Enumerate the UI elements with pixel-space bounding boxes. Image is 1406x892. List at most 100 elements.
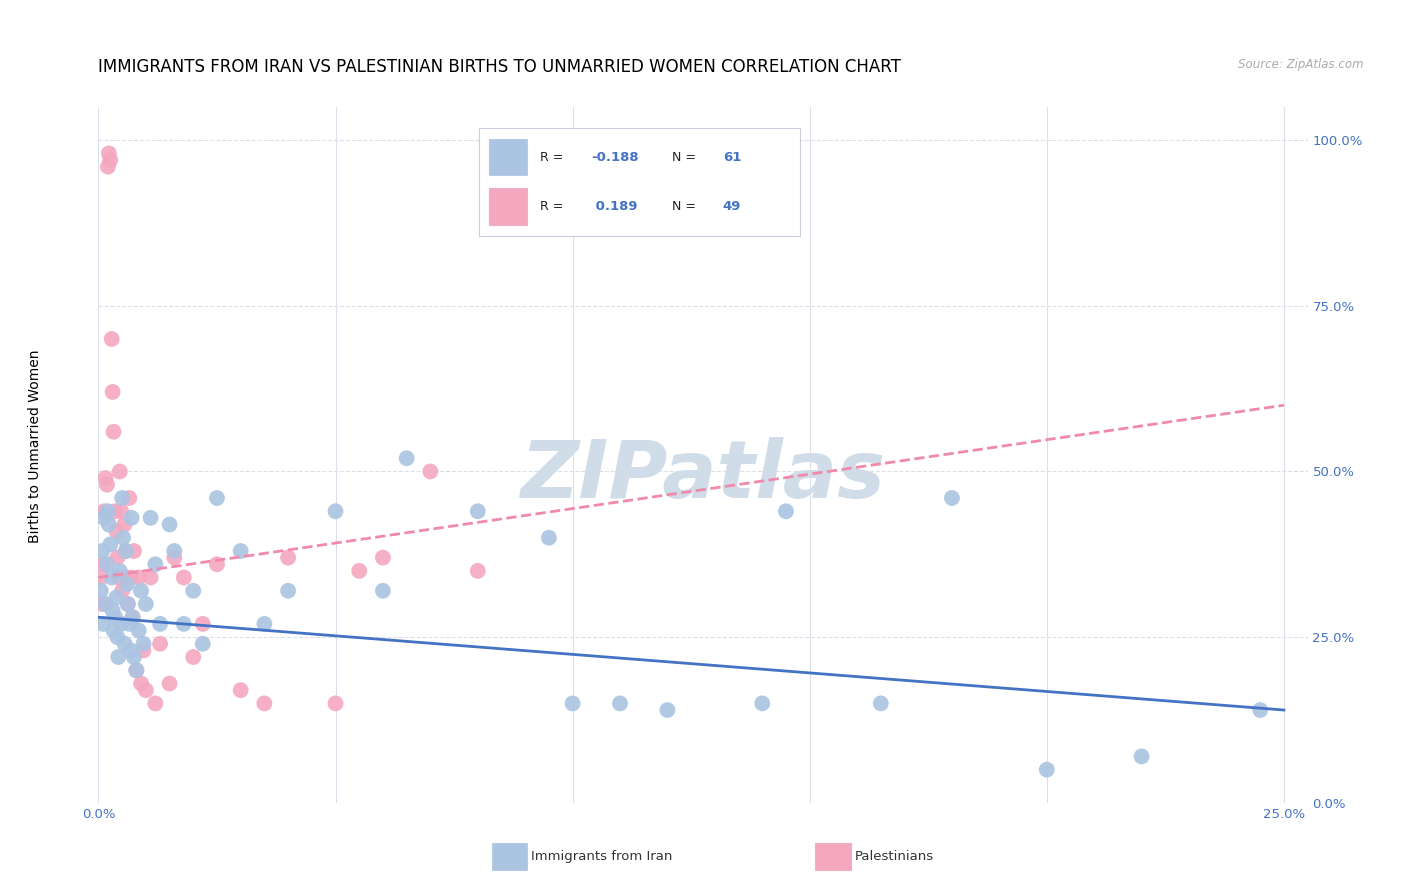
Point: [101, 384, 124, 399]
Point: [103, 624, 125, 638]
Point: [371, 550, 394, 565]
Point: [325, 504, 347, 518]
Point: [395, 451, 418, 466]
Point: [100, 332, 122, 346]
Point: [253, 697, 276, 711]
Point: [229, 544, 252, 558]
Point: [1130, 749, 1153, 764]
Point: [561, 697, 583, 711]
Point: [98, 537, 121, 551]
Point: [96, 477, 118, 491]
Point: [117, 597, 139, 611]
Point: [108, 465, 131, 479]
Point: [105, 630, 128, 644]
Point: [105, 591, 128, 605]
Point: [1249, 703, 1271, 717]
Point: [107, 650, 129, 665]
Point: [94, 597, 117, 611]
Point: [100, 570, 122, 584]
Point: [775, 504, 797, 518]
Text: IMMIGRANTS FROM IRAN VS PALESTINIAN BIRTHS TO UNMARRIED WOMEN CORRELATION CHART: IMMIGRANTS FROM IRAN VS PALESTINIAN BIRT…: [98, 58, 901, 76]
Point: [129, 676, 152, 690]
Point: [111, 491, 134, 505]
Point: [105, 524, 128, 538]
Point: [115, 544, 138, 558]
Point: [110, 504, 132, 518]
Point: [139, 511, 162, 525]
Point: [277, 583, 299, 598]
Point: [97, 504, 120, 518]
Point: [97, 517, 120, 532]
Point: [104, 610, 127, 624]
Point: [229, 683, 252, 698]
Point: [114, 517, 136, 532]
Point: [253, 616, 276, 631]
Point: [108, 564, 131, 578]
Point: [149, 637, 172, 651]
Point: [121, 610, 143, 624]
Point: [125, 663, 148, 677]
Point: [91, 558, 114, 572]
Point: [467, 564, 489, 578]
Point: [325, 697, 347, 711]
Point: [93, 504, 115, 518]
Point: [115, 577, 138, 591]
Point: [125, 663, 148, 677]
Point: [205, 558, 228, 572]
Point: [110, 616, 132, 631]
Point: [97, 146, 120, 161]
Point: [869, 697, 891, 711]
Point: [120, 643, 142, 657]
Point: [93, 511, 115, 525]
Point: [91, 597, 114, 611]
Point: [103, 425, 125, 439]
Point: [609, 697, 631, 711]
Point: [121, 511, 143, 525]
Point: [371, 583, 394, 598]
Point: [657, 703, 679, 717]
Point: [121, 570, 143, 584]
Point: [115, 544, 138, 558]
Point: [132, 637, 155, 651]
Point: [537, 531, 560, 545]
Point: [112, 531, 135, 545]
Point: [111, 583, 134, 598]
Point: [467, 504, 489, 518]
Point: [159, 517, 181, 532]
Point: [163, 544, 186, 558]
Point: [91, 616, 114, 631]
Point: [149, 616, 172, 631]
Point: [122, 650, 145, 665]
Point: [163, 550, 186, 565]
Point: [173, 616, 195, 631]
Point: [159, 676, 181, 690]
Point: [101, 604, 124, 618]
Point: [118, 616, 141, 631]
Point: [128, 570, 150, 584]
Text: ZIPatlas: ZIPatlas: [520, 437, 886, 515]
Point: [104, 504, 127, 518]
Text: Immigrants from Iran: Immigrants from Iran: [531, 850, 673, 863]
Point: [128, 624, 150, 638]
Point: [205, 491, 228, 505]
Point: [135, 683, 157, 698]
Point: [191, 616, 214, 631]
Text: Births to Unmarried Women: Births to Unmarried Women: [28, 350, 42, 542]
Point: [143, 558, 166, 572]
Point: [132, 643, 155, 657]
Point: [419, 465, 441, 479]
Point: [97, 160, 120, 174]
Point: [121, 610, 143, 624]
Point: [941, 491, 963, 505]
Point: [135, 597, 157, 611]
Point: [114, 637, 136, 651]
Point: [90, 570, 112, 584]
Point: [181, 650, 204, 665]
Point: [122, 544, 145, 558]
Point: [277, 550, 299, 565]
Point: [1036, 763, 1059, 777]
Point: [117, 597, 139, 611]
Point: [98, 153, 121, 167]
Point: [129, 583, 152, 598]
Point: [347, 564, 370, 578]
